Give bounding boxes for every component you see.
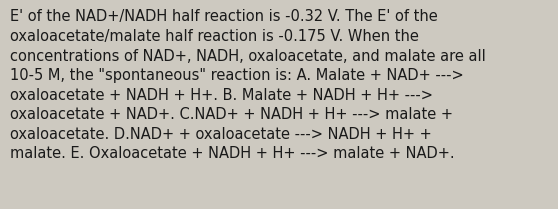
Text: E' of the NAD+/NADH half reaction is -0.32 V. The E' of the
oxaloacetate/malate : E' of the NAD+/NADH half reaction is -0.… [10,9,486,161]
